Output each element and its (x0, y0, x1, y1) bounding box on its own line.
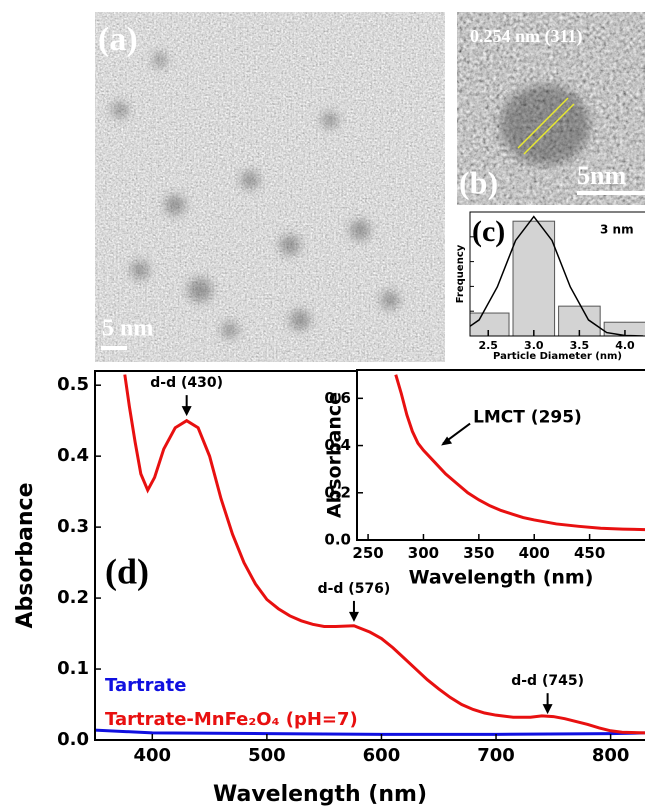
y-tick-label: 0.1 (57, 658, 89, 679)
x-axis-title: Particle Diameter (nm) (493, 351, 622, 362)
x-tick-label: 800 (592, 745, 630, 766)
x-tick-label: 4.0 (615, 339, 635, 352)
annotation: LMCT (295) (473, 408, 582, 428)
x-axis-title: Wavelength (nm) (213, 782, 427, 807)
plot-area (357, 370, 645, 540)
x-tick-label: 2.5 (478, 339, 498, 352)
x-tick-label: 3.5 (570, 339, 590, 352)
x-tick-label: 400 (134, 745, 172, 766)
panel-label: (b) (459, 164, 498, 200)
hrtem-image: 0.254 nm (311) (b) 5nm (457, 12, 645, 205)
y-axis-title: Frequency (455, 244, 466, 303)
chart: 2.5 3.0 3.5 4.0 (c) 3 nm Particle Diameter (nm… (455, 212, 645, 362)
x-tick-label: 450 (574, 544, 605, 562)
x-tick-label: 3.0 (524, 339, 544, 352)
figure: (a) 5 nm 0.254 nm (311) (b) 5nm 2.5 3.0 3.… (0, 0, 645, 809)
tem-image: (a) 5 nm (95, 12, 445, 362)
lattice-annotation: 0.254 nm (311) (470, 26, 583, 47)
legend-entry: Tartrate-MnFe₂O₄ (pH=7) (105, 709, 358, 730)
annotation: d-d (745) (511, 673, 584, 689)
scale-bar-label: 5 nm (102, 316, 153, 342)
x-tick-label: 600 (363, 745, 401, 766)
y-tick-label: 0.0 (57, 729, 89, 750)
y-tick-label: 0.4 (57, 445, 89, 466)
x-tick-label: 300 (408, 544, 439, 562)
x-axis-title: Wavelength (nm) (409, 567, 594, 589)
panel-label: (a) (98, 21, 138, 58)
y-tick-label: 0.3 (57, 516, 89, 537)
y-axis-title: Absorbance (13, 482, 38, 628)
x-tick-label: 700 (477, 745, 515, 766)
y-tick-label: 0.0 (324, 531, 351, 549)
x-tick-label: 350 (463, 544, 494, 562)
y-axis-title: Absorbance (324, 392, 346, 518)
fit-annotation: 3 nm (600, 223, 634, 237)
y-tick-label: 0.2 (57, 587, 89, 608)
panel-label: (c) (472, 215, 505, 248)
x-tick-label: 250 (352, 544, 383, 562)
x-tick-label: 500 (248, 745, 286, 766)
legend-entry: Tartrate (105, 675, 186, 696)
y-tick-label: 0.5 (57, 374, 89, 395)
annotation: d-d (576) (318, 581, 391, 597)
panel-label: (d) (105, 551, 149, 591)
bar (513, 221, 555, 336)
scale-bar-label: 5nm (577, 161, 626, 190)
annotation: d-d (430) (150, 375, 223, 391)
x-tick-label: 400 (519, 544, 550, 562)
